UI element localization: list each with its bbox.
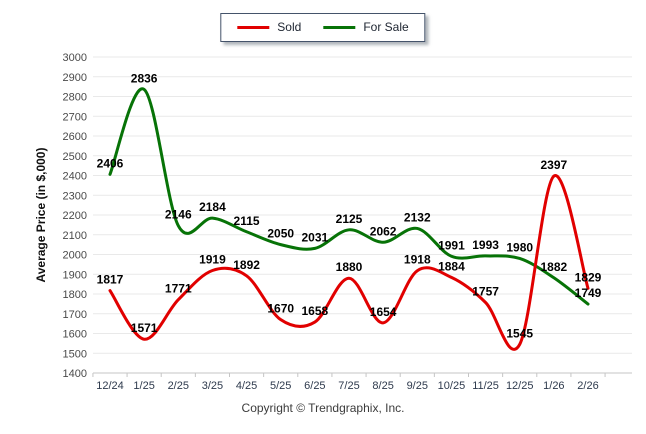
data-label: 2132 bbox=[404, 210, 431, 224]
data-label: 1817 bbox=[97, 273, 124, 287]
for-sale-line-swatch bbox=[323, 25, 356, 29]
sold-line-swatch bbox=[237, 25, 270, 29]
data-label: 1892 bbox=[233, 258, 260, 272]
y-tick-label: 2800 bbox=[63, 92, 87, 104]
y-tick-label: 1700 bbox=[63, 309, 87, 321]
x-tick-label: 1/26 bbox=[543, 380, 564, 392]
x-tick-label: 4/25 bbox=[236, 380, 257, 392]
y-tick-label: 2400 bbox=[63, 171, 87, 183]
data-label: 2050 bbox=[267, 227, 294, 241]
y-axis-title: Average Price (in $,000) bbox=[34, 147, 48, 283]
legend-label-sold: Sold bbox=[277, 20, 302, 34]
y-tick-label: 2200 bbox=[63, 210, 87, 222]
data-label: 2062 bbox=[370, 224, 397, 238]
legend-label-for-sale: For Sale bbox=[363, 20, 409, 34]
x-tick-label: 11/25 bbox=[472, 380, 499, 392]
y-tick-label: 1800 bbox=[63, 289, 87, 301]
data-label: 2125 bbox=[336, 212, 363, 226]
y-tick-label: 2700 bbox=[63, 111, 87, 123]
data-label: 2397 bbox=[541, 158, 568, 172]
legend: Sold For Sale bbox=[220, 13, 426, 42]
legend-item-sold: Sold bbox=[237, 20, 301, 34]
data-label: 1571 bbox=[131, 321, 158, 335]
x-tick-label: 1/25 bbox=[133, 380, 154, 392]
data-label: 1829 bbox=[575, 270, 602, 284]
data-label: 1884 bbox=[438, 259, 465, 273]
y-tick-label: 1400 bbox=[63, 368, 87, 380]
x-tick-label: 6/25 bbox=[304, 380, 325, 392]
y-tick-label: 1600 bbox=[63, 329, 87, 341]
sold-line bbox=[108, 174, 590, 351]
y-tick-label: 2300 bbox=[63, 190, 87, 202]
x-tick-label: 8/25 bbox=[372, 380, 393, 392]
data-label: 1882 bbox=[541, 260, 568, 274]
x-tick-label: 2/25 bbox=[168, 380, 189, 392]
data-label: 1757 bbox=[472, 284, 499, 298]
data-label: 2406 bbox=[97, 156, 124, 170]
x-tick-label: 2/26 bbox=[577, 380, 598, 392]
x-tick-label: 7/25 bbox=[338, 380, 359, 392]
data-label: 1670 bbox=[267, 302, 294, 316]
data-label: 1918 bbox=[404, 253, 431, 267]
data-label: 1993 bbox=[472, 238, 499, 252]
data-label: 2836 bbox=[131, 71, 158, 85]
x-tick-label: 10/25 bbox=[438, 380, 466, 392]
data-label: 1880 bbox=[336, 260, 363, 274]
data-label: 2031 bbox=[302, 230, 329, 244]
data-label: 1980 bbox=[506, 240, 533, 254]
x-tick-label: 12/25 bbox=[506, 380, 534, 392]
x-tick-label: 9/25 bbox=[407, 380, 428, 392]
y-tick-label: 1900 bbox=[63, 269, 87, 281]
copyright-text: Copyright © Trendgraphix, Inc. bbox=[241, 401, 405, 415]
data-label: 1749 bbox=[575, 286, 602, 300]
data-label: 1919 bbox=[199, 252, 226, 266]
y-tick-label: 3000 bbox=[63, 52, 87, 64]
y-tick-label: 2000 bbox=[63, 250, 87, 262]
x-tick-label: 12/24 bbox=[96, 380, 124, 392]
y-tick-label: 1500 bbox=[63, 348, 87, 360]
x-tick-label: 3/25 bbox=[202, 380, 223, 392]
data-label: 2146 bbox=[165, 208, 192, 222]
data-label: 1654 bbox=[370, 305, 397, 319]
data-label: 2115 bbox=[234, 214, 260, 228]
y-tick-label: 2600 bbox=[63, 131, 87, 143]
legend-item-for-sale: For Sale bbox=[323, 20, 409, 34]
y-tick-label: 2500 bbox=[63, 151, 87, 163]
data-label: 1658 bbox=[302, 304, 329, 318]
y-tick-label: 2100 bbox=[63, 230, 87, 242]
y-tick-label: 2900 bbox=[63, 72, 87, 84]
data-label: 2184 bbox=[199, 200, 226, 214]
x-tick-label: 5/25 bbox=[270, 380, 291, 392]
data-label: 1771 bbox=[165, 282, 192, 296]
data-label: 1545 bbox=[506, 326, 533, 340]
data-label: 1991 bbox=[438, 238, 465, 252]
for-sale-line bbox=[108, 87, 590, 306]
